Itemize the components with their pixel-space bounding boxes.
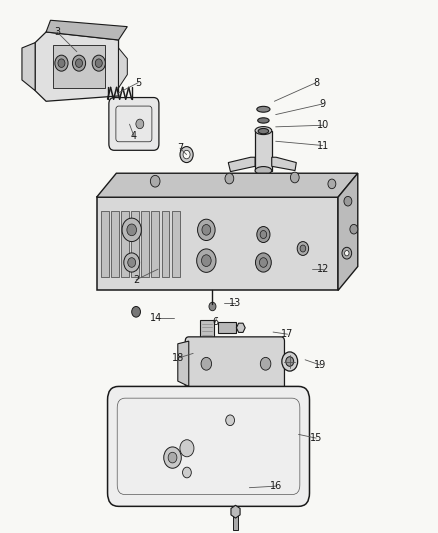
Circle shape: [182, 467, 191, 478]
Ellipse shape: [256, 106, 269, 112]
Circle shape: [201, 357, 211, 370]
FancyBboxPatch shape: [185, 337, 284, 391]
Text: 17: 17: [281, 329, 293, 339]
Text: 3: 3: [54, 27, 60, 37]
Circle shape: [201, 255, 211, 266]
Polygon shape: [46, 20, 127, 40]
Circle shape: [297, 241, 308, 255]
Bar: [131, 211, 139, 277]
Bar: [141, 211, 149, 277]
FancyBboxPatch shape: [109, 98, 159, 150]
Polygon shape: [236, 323, 245, 333]
Circle shape: [290, 172, 298, 183]
Polygon shape: [271, 157, 296, 171]
Polygon shape: [35, 32, 118, 101]
Text: 9: 9: [319, 99, 325, 109]
Text: 13: 13: [228, 298, 240, 308]
Polygon shape: [118, 48, 127, 88]
Text: 2: 2: [133, 275, 139, 285]
Circle shape: [344, 251, 348, 256]
Text: 6: 6: [212, 318, 218, 327]
Bar: [161, 211, 169, 277]
Ellipse shape: [254, 166, 271, 175]
Polygon shape: [22, 43, 35, 91]
Ellipse shape: [254, 127, 271, 135]
Circle shape: [196, 249, 215, 272]
Ellipse shape: [258, 128, 268, 134]
Bar: [254, 131, 271, 171]
Text: 11: 11: [316, 141, 328, 150]
Polygon shape: [96, 197, 337, 290]
Polygon shape: [177, 341, 188, 386]
Circle shape: [127, 224, 136, 236]
Circle shape: [58, 59, 65, 68]
Circle shape: [260, 357, 270, 370]
Circle shape: [255, 253, 271, 272]
Bar: [121, 211, 129, 277]
FancyBboxPatch shape: [107, 386, 309, 506]
Text: 8: 8: [312, 78, 318, 87]
Circle shape: [183, 150, 190, 159]
Circle shape: [225, 415, 234, 425]
Circle shape: [349, 224, 357, 234]
Bar: [218, 322, 235, 333]
Ellipse shape: [257, 118, 268, 123]
Circle shape: [180, 147, 193, 163]
Text: 19: 19: [314, 360, 326, 370]
Polygon shape: [228, 157, 254, 172]
Text: 12: 12: [316, 264, 328, 274]
Circle shape: [208, 302, 215, 311]
Circle shape: [131, 306, 140, 317]
Bar: [111, 211, 119, 277]
Circle shape: [168, 452, 177, 463]
Circle shape: [285, 357, 293, 366]
Text: 15: 15: [309, 433, 321, 443]
Bar: [232, 512, 237, 530]
Circle shape: [341, 247, 351, 259]
Circle shape: [327, 179, 335, 189]
Polygon shape: [96, 173, 357, 197]
Polygon shape: [230, 505, 240, 518]
Circle shape: [163, 447, 181, 469]
Circle shape: [150, 175, 159, 187]
Circle shape: [201, 224, 210, 235]
Text: 18: 18: [171, 353, 184, 363]
Circle shape: [343, 196, 351, 206]
Text: 10: 10: [316, 120, 328, 130]
Bar: [151, 211, 159, 277]
Text: 14: 14: [149, 313, 162, 323]
Bar: [53, 45, 105, 88]
Circle shape: [224, 173, 233, 184]
Circle shape: [127, 257, 135, 268]
Circle shape: [95, 59, 102, 68]
Polygon shape: [337, 173, 357, 290]
Text: 16: 16: [270, 481, 282, 491]
Circle shape: [122, 218, 141, 241]
Text: 7: 7: [177, 143, 183, 153]
Circle shape: [259, 230, 266, 239]
Circle shape: [281, 352, 297, 371]
Circle shape: [259, 257, 267, 268]
Circle shape: [299, 245, 305, 252]
Bar: [200, 320, 213, 338]
Bar: [101, 211, 109, 277]
Bar: [171, 211, 179, 277]
Circle shape: [72, 55, 85, 71]
Text: 5: 5: [135, 78, 141, 87]
Circle shape: [124, 253, 139, 272]
Circle shape: [136, 119, 144, 129]
Circle shape: [180, 440, 194, 457]
Circle shape: [92, 55, 105, 71]
Circle shape: [197, 219, 215, 240]
Circle shape: [55, 55, 68, 71]
Text: 4: 4: [131, 131, 137, 141]
Circle shape: [256, 227, 269, 243]
Circle shape: [75, 59, 82, 68]
